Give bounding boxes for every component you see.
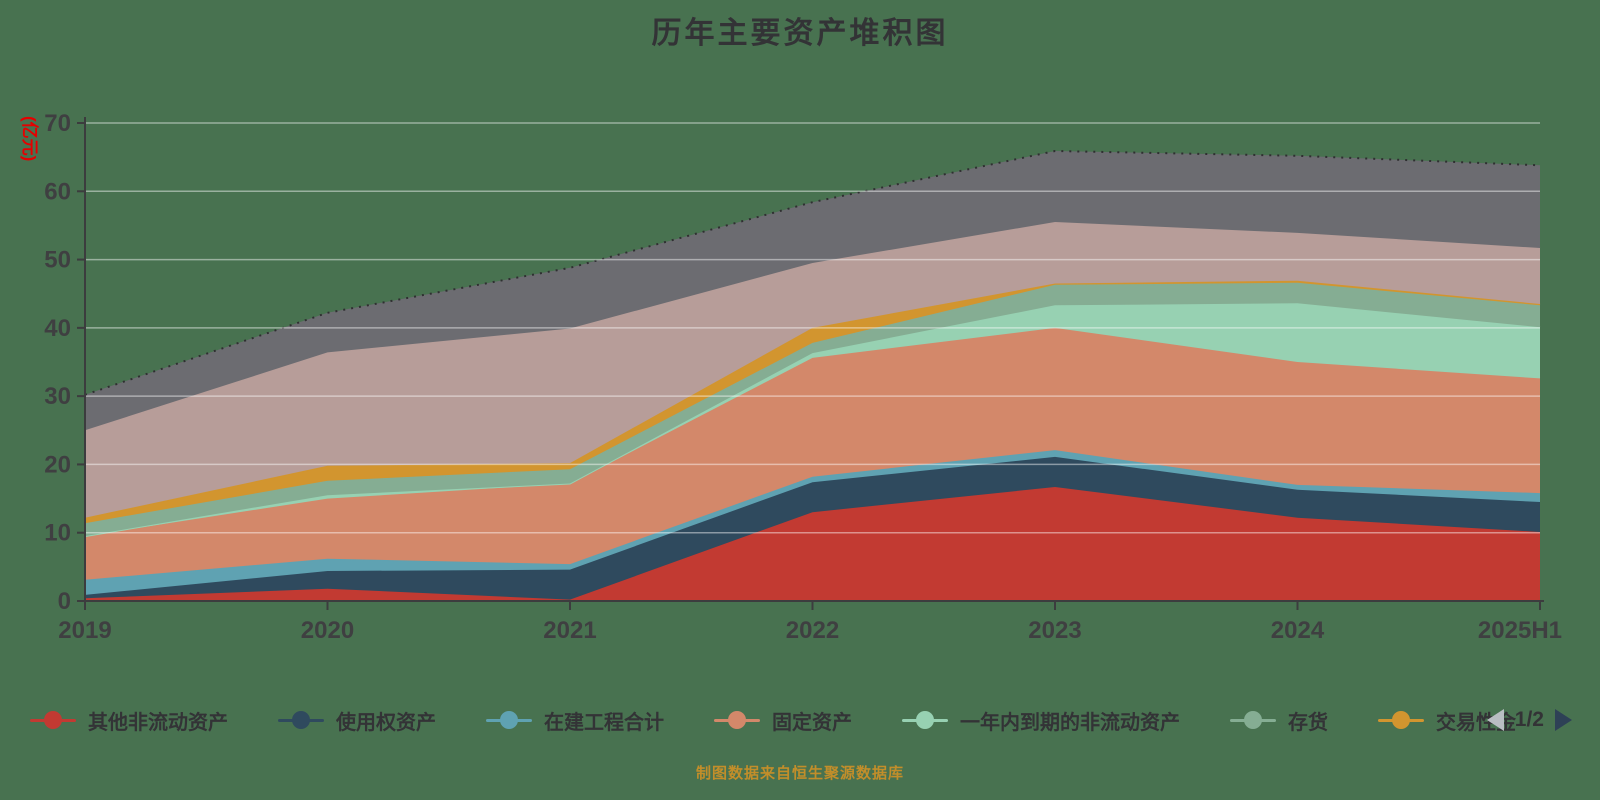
legend-marker-dot-icon: [728, 711, 746, 729]
legend-item-label: 一年内到期的非流动资产: [960, 711, 1180, 734]
legend-item-label: 其他非流动资产: [88, 711, 228, 734]
chart-title: 历年主要资产堆积图: [651, 17, 949, 50]
legend-item-label: 存货: [1288, 711, 1328, 734]
legend-marker-dot-icon: [44, 711, 62, 729]
legend-marker-icon: [902, 710, 948, 730]
y-tick-label: 50: [44, 247, 71, 274]
area-固定资产[interactable]: [85, 327, 1540, 580]
x-tick-label: 2024: [1271, 617, 1325, 644]
stacked-area-chart: 0 10 20 30 40 50 60 70 2019 2020 2021 2022 2023 2024 2…: [44, 110, 1562, 644]
legend-item-label: 使用权资产: [336, 711, 436, 734]
legend-marker-dot-icon: [916, 711, 934, 729]
area-其他非流动资产[interactable]: [85, 487, 1540, 601]
legend-item-固定资产[interactable]: 固定资产: [714, 706, 852, 735]
area-series-8[interactable]: [85, 222, 1540, 518]
legend-item-label: 在建工程合计: [544, 711, 664, 734]
legend-marker-dot-icon: [292, 711, 310, 729]
x-tick-label: 2025H1: [1478, 617, 1562, 644]
area-series-9[interactable]: [85, 151, 1540, 431]
legend-item-使用权资产[interactable]: 使用权资产: [278, 706, 436, 735]
legend-prev-arrow-icon[interactable]: [1486, 709, 1504, 731]
legend: 其他非流动资产 使用权资产 在建工程合计 固定资产 一年内到期的非流动资产 存货 交易性金: [30, 700, 1516, 740]
legend-marker-dot-icon: [1392, 711, 1410, 729]
legend-item-其他非流动资产[interactable]: 其他非流动资产: [30, 706, 228, 735]
x-tick-label: 2019: [58, 617, 111, 644]
legend-pager: 1/2: [1486, 702, 1572, 738]
legend-marker-dot-icon: [1244, 711, 1262, 729]
legend-marker-icon: [486, 710, 532, 730]
legend-item-在建工程合计[interactable]: 在建工程合计: [486, 706, 664, 735]
legend-marker-icon: [714, 710, 760, 730]
x-tick-label: 2022: [786, 617, 839, 644]
legend-marker-icon: [1378, 710, 1424, 730]
area-使用权资产[interactable]: [85, 456, 1540, 600]
x-tick-label: 2023: [1028, 617, 1081, 644]
y-tick-label: 60: [44, 178, 71, 205]
y-tick-label: 40: [44, 315, 71, 342]
y-tick-label: 10: [44, 520, 71, 547]
area-top-edge: [84, 149, 1541, 396]
y-tick-label: 0: [58, 588, 71, 615]
legend-next-arrow-icon[interactable]: [1555, 709, 1572, 731]
legend-marker-icon: [278, 710, 324, 730]
legend-marker-icon: [30, 710, 76, 730]
y-tick-label: 70: [44, 110, 71, 137]
area-交易性金[interactable]: [85, 280, 1540, 524]
data-source-caption: 制图数据来自恒生聚源数据库: [695, 765, 904, 782]
area-存货[interactable]: [85, 282, 1540, 537]
legend-item-存货[interactable]: 存货: [1230, 706, 1328, 735]
legend-marker-dot-icon: [500, 711, 518, 729]
area-在建工程合计[interactable]: [85, 450, 1540, 595]
legend-item-一年内到期的非流动资产[interactable]: 一年内到期的非流动资产: [902, 706, 1180, 735]
legend-page-indicator: 1/2: [1514, 708, 1544, 731]
legend-marker-icon: [1230, 710, 1276, 730]
y-tick-label: 30: [44, 383, 71, 410]
area-一年内到期的非流动资产[interactable]: [85, 303, 1540, 537]
x-tick-label: 2020: [301, 617, 354, 644]
x-tick-label: 2021: [543, 617, 596, 644]
legend-item-label: 固定资产: [772, 711, 852, 734]
y-tick-label: 20: [44, 451, 71, 478]
